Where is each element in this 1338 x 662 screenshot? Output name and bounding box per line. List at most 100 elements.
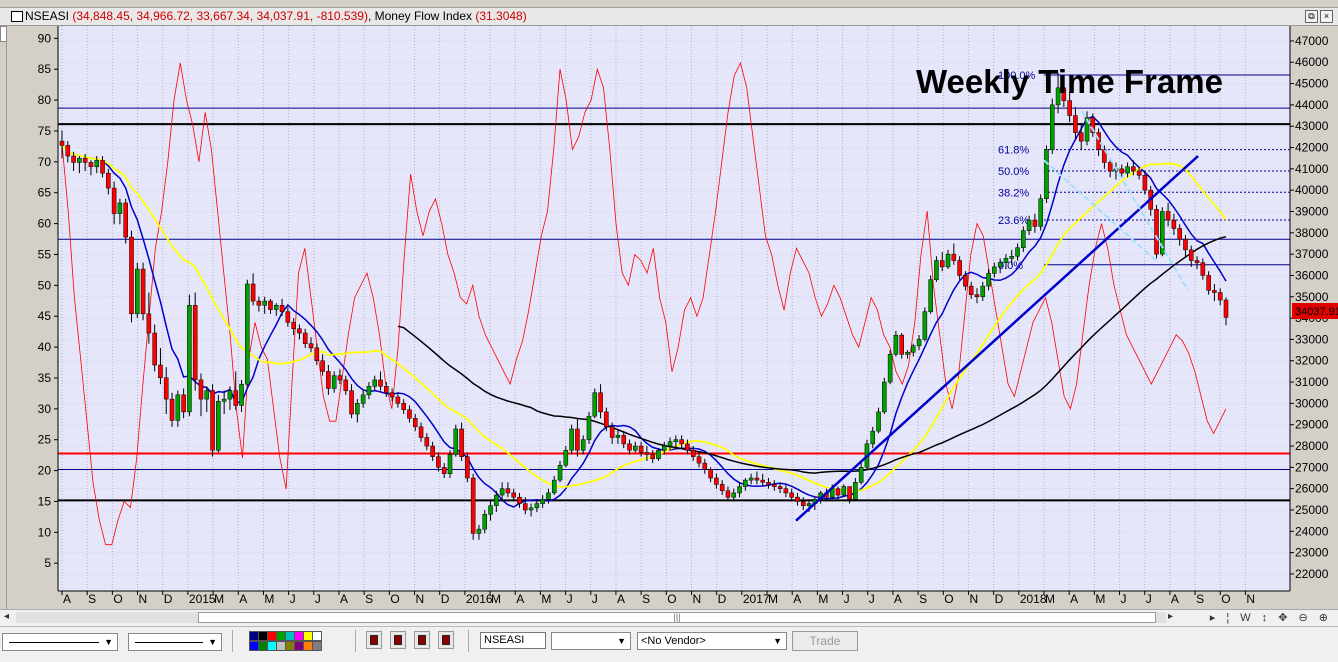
vendor-dropdown[interactable]: <No Vendor> ▼	[637, 632, 787, 650]
mfi-tick-label: 10	[38, 525, 52, 539]
candle-body	[82, 157, 88, 163]
candle-body	[198, 379, 204, 400]
candle-body	[841, 486, 847, 496]
candle-body	[395, 396, 401, 404]
candle-body	[806, 503, 812, 506]
candle-body	[1003, 258, 1009, 263]
period-dropdown[interactable]: ▼	[551, 632, 631, 650]
candle-body	[314, 347, 320, 361]
indicator-name: Money Flow Index	[374, 9, 472, 23]
scroll-left-arrow[interactable]: ◂	[4, 611, 10, 622]
time-tick-label: S	[919, 592, 927, 606]
candle-body	[418, 426, 424, 438]
line-width-dropdown[interactable]: ▼	[128, 633, 222, 651]
candle-body	[1217, 292, 1223, 301]
candle-body	[592, 392, 598, 417]
price-tick-label: 33000	[1295, 332, 1329, 346]
time-tick-label: N	[139, 592, 148, 606]
candle-body	[181, 394, 186, 413]
candle-body	[673, 439, 679, 443]
line-style-dropdown[interactable]: ▼	[2, 633, 118, 651]
candle-body	[88, 162, 94, 167]
mfi-tick-label: 50	[38, 278, 52, 292]
candle-body	[777, 486, 783, 489]
candle-body	[899, 334, 904, 355]
candle-body	[997, 262, 1003, 268]
symbol-input[interactable]: NSEASI	[480, 632, 546, 649]
last-price-label: 34037.91	[1295, 306, 1338, 318]
time-tick-label: O	[1221, 592, 1230, 606]
restore-window-icon[interactable]: ⧉	[1305, 10, 1318, 23]
color-palette[interactable]	[247, 631, 327, 651]
line-style-button[interactable]	[414, 631, 430, 649]
candle-body	[893, 334, 899, 355]
candle-body	[245, 283, 250, 385]
fibonacci-retracement: 100.0%61.8%50.0%38.2%23.6%0.0%	[998, 70, 1290, 272]
price-tick-label: 36000	[1295, 268, 1329, 282]
candle-body	[337, 375, 343, 381]
candle-body	[882, 381, 887, 413]
candle-body	[887, 354, 893, 383]
scroll-right-arrow[interactable]: ▸	[1168, 611, 1174, 622]
candle-body	[320, 360, 325, 372]
trade-button[interactable]: Trade	[792, 631, 858, 651]
candle-body	[557, 464, 563, 481]
time-tick-label: S	[642, 592, 650, 606]
indicator-value: (31.3048)	[475, 9, 527, 23]
palette-swatch[interactable]	[312, 641, 322, 651]
time-tick-label: S	[1196, 592, 1204, 606]
price-tick-label: 41000	[1295, 162, 1329, 176]
candle-style-button[interactable]	[390, 631, 406, 649]
palette-swatch[interactable]	[312, 631, 322, 641]
candle-body	[169, 398, 175, 421]
mfi-tick-label: 5	[44, 556, 51, 570]
candle-body	[1084, 117, 1090, 142]
scroll-thumb[interactable]: |||	[198, 612, 1156, 623]
candle-body	[384, 386, 389, 393]
volume-style-button[interactable]	[438, 631, 454, 649]
candle-body	[430, 445, 435, 457]
time-tick-label: M	[264, 592, 274, 606]
time-tick-label: J	[1121, 592, 1127, 606]
candle-body	[279, 305, 285, 312]
candle-body	[135, 268, 140, 315]
candle-body	[858, 467, 864, 483]
time-tick-label: S	[365, 592, 373, 606]
time-tick-label: M	[214, 592, 224, 606]
symbol-label: NSEASI	[25, 9, 70, 23]
price-tick-label: 30000	[1295, 396, 1329, 410]
plot-area[interactable]	[58, 26, 1290, 591]
candle-body	[743, 479, 748, 487]
candle-body	[609, 426, 615, 438]
candle-body	[163, 377, 169, 400]
close-window-icon[interactable]: ×	[1320, 10, 1333, 23]
candle-body	[853, 482, 858, 500]
time-tick-label: J	[844, 592, 850, 606]
price-tick-label: 27000	[1295, 460, 1329, 474]
time-tick-label: D	[441, 592, 450, 606]
bar-style-button[interactable]	[366, 631, 382, 649]
mfi-axis: 90 85 80 75 70 65 60 55 50 45 40 35 30 25 20 15 10 5	[38, 26, 59, 591]
candle-body	[800, 501, 806, 506]
time-tick-label: A	[894, 592, 902, 606]
candle-body	[714, 477, 719, 485]
horizontal-scrollbar[interactable]: ◂ ||| ▸ ▸ ¦ W ↕ ✥ ⊖ ⊕	[0, 609, 1338, 626]
price-chart[interactable]: 100.0%61.8%50.0%38.2%23.6%0.0% 908580757…	[0, 26, 1338, 609]
mfi-tick-label: 25	[38, 433, 52, 447]
candle-body	[158, 364, 163, 379]
candle-body	[343, 379, 349, 391]
candle-body	[1171, 219, 1177, 229]
candle-body	[1015, 247, 1020, 257]
candle-body	[1107, 162, 1113, 172]
candle-body	[922, 311, 928, 340]
chart-nav-tools[interactable]: ▸ ¦ W ↕ ✥ ⊖ ⊕	[1209, 612, 1332, 624]
candle-body	[1165, 211, 1171, 221]
candle-body	[470, 477, 476, 534]
candle-body	[528, 507, 534, 511]
mfi-tick-label: 60	[38, 217, 52, 231]
left-edge-knob[interactable]	[0, 26, 7, 42]
candle-body	[1206, 275, 1211, 291]
candle-body	[1049, 104, 1055, 150]
candle-body	[140, 268, 146, 315]
candle-body	[911, 345, 916, 353]
